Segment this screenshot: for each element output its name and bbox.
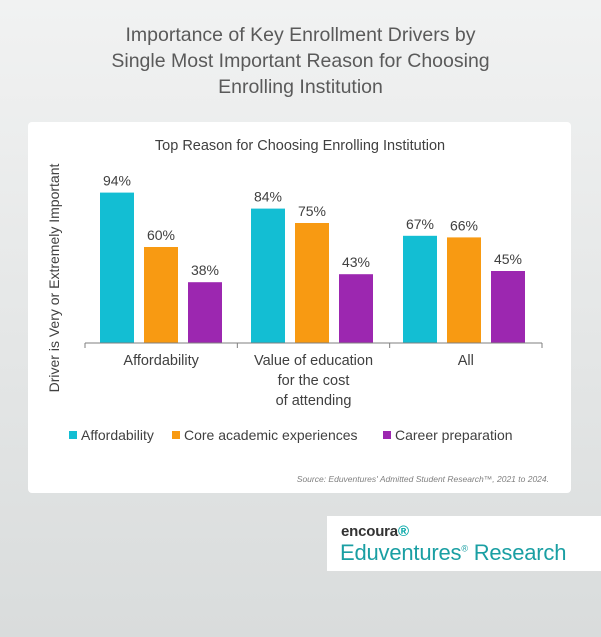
bar-1-2 [339, 274, 373, 343]
bar-2-0 [403, 235, 437, 343]
page-title: Importance of Key Enrollment Drivers by … [0, 22, 601, 100]
brand-logo: encoura® Eduventures® Research [327, 516, 601, 571]
data-label-1-1: 75% [298, 203, 326, 219]
legend-swatch-2 [383, 431, 391, 439]
bar-1-1 [295, 223, 329, 343]
bar-chart: Top Reason for Choosing Enrolling Instit… [46, 138, 543, 443]
data-label-1-0: 84% [254, 189, 282, 205]
legend-label-1: Core academic experiences [184, 427, 358, 443]
eduventures-logo: Eduventures® Research [340, 540, 566, 566]
chart-title: Top Reason for Choosing Enrolling Instit… [155, 138, 445, 154]
legend-label-0: Affordability [81, 427, 154, 443]
bar-2-2 [491, 271, 525, 343]
category-label-2-0: All [458, 353, 474, 369]
category-label-0-0: Affordability [123, 353, 199, 369]
bar-0-1 [144, 247, 178, 343]
page-title-line-2: Single Most Important Reason for Choosin… [111, 50, 490, 72]
eduventures-research-word: Research [473, 540, 567, 565]
encoura-logo: encoura® [341, 523, 409, 540]
legend-swatch-0 [69, 431, 77, 439]
bar-0-2 [188, 282, 222, 343]
data-label-2-2: 45% [494, 251, 522, 267]
bar-1-0 [251, 208, 285, 343]
data-label-2-0: 67% [406, 216, 434, 232]
legend-label-2: Career preparation [395, 427, 513, 443]
page-title-line-1: Importance of Key Enrollment Drivers by [125, 24, 476, 46]
data-label-2-1: 66% [450, 217, 478, 233]
y-axis-label: Driver is Very or Extremely Important [46, 164, 62, 393]
eduventures-wordmark: Eduventures [340, 540, 462, 565]
category-label-1-2: of attending [276, 393, 352, 409]
category-label-1-0: Value of education [254, 353, 373, 369]
data-label-0-0: 94% [103, 173, 131, 189]
bar-2-1 [447, 237, 481, 343]
data-label-0-2: 38% [191, 262, 219, 278]
legend-swatch-1 [172, 431, 180, 439]
chart-card: Top Reason for Choosing Enrolling Instit… [28, 122, 571, 493]
source-note: Source: Eduventures' Admitted Student Re… [296, 474, 549, 484]
category-label-1-1: for the cost [278, 373, 350, 389]
eduventures-registered-mark: ® [461, 543, 468, 554]
page-title-line-3: Enrolling Institution [218, 76, 383, 98]
bar-0-0 [100, 192, 134, 343]
data-label-1-2: 43% [342, 254, 370, 270]
data-label-0-1: 60% [147, 227, 175, 243]
encoura-logo-mark: ® [397, 523, 409, 540]
encoura-wordmark: encoura [341, 523, 398, 540]
